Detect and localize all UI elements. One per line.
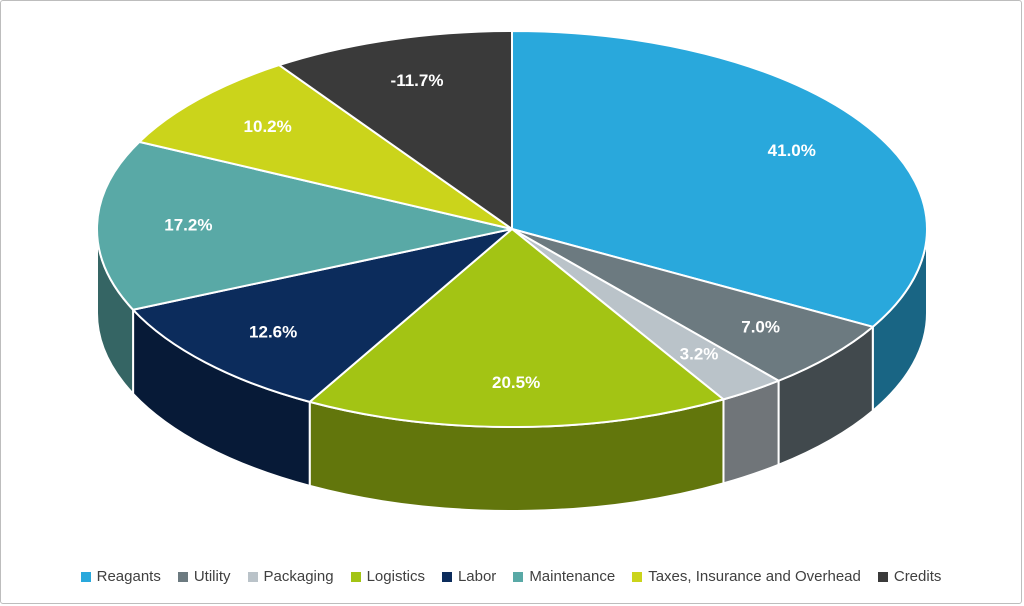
pie-slice-maintenance: [96, 140, 513, 311]
legend-item-reagants: Reagants: [80, 568, 161, 585]
pie-slice-credits: [278, 30, 513, 230]
legend-item-taxes-insurance-and-overhead: Taxes, Insurance and Overhead: [632, 568, 861, 585]
legend-item-labor: Labor: [441, 568, 497, 585]
legend-item-logistics: Logistics: [350, 568, 425, 585]
slice-percent-label-logistics: 20.5%: [492, 373, 540, 392]
slice-percent-label-utility: 7.0%: [741, 317, 780, 336]
legend-swatch-maintenance: [513, 571, 524, 582]
pie-slice-labor: [132, 228, 513, 403]
slice-percent-label-taxes-insurance-and-overhead: 10.2%: [244, 117, 292, 136]
legend-item-credits: Credits: [877, 568, 942, 585]
legend-item-packaging: Packaging: [247, 568, 334, 585]
legend-label-reagants: Reagants: [96, 568, 161, 585]
pie-slice-reagants: [511, 30, 928, 328]
legend-label-logistics: Logistics: [366, 568, 425, 585]
legend-swatch-labor: [441, 571, 452, 582]
legend-item-maintenance: Maintenance: [513, 568, 615, 585]
legend-label-taxes-insurance-and-overhead: Taxes, Insurance and Overhead: [648, 568, 861, 585]
legend-swatch-logistics: [350, 571, 361, 582]
slice-percent-label-credits: -11.7%: [391, 71, 444, 90]
pie-slice-taxes-insurance-and-overhead: [138, 64, 513, 230]
slice-percent-label-maintenance: 17.2%: [164, 216, 212, 235]
pie-slice-utility: [511, 228, 874, 382]
legend-swatch-reagants: [80, 571, 91, 582]
chart-legend: Reagants Utility Packaging Logistics Labor Ma…: [1, 568, 1021, 585]
legend-label-maintenance: Maintenance: [529, 568, 616, 585]
legend-label-utility: Utility: [193, 568, 231, 585]
legend-swatch-taxes-insurance-and-overhead: [632, 571, 643, 582]
legend-swatch-packaging: [247, 571, 258, 582]
legend-swatch-credits: [877, 571, 888, 582]
legend-label-packaging: Packaging: [263, 568, 334, 585]
legend-swatch-utility: [177, 571, 188, 582]
pie-slice-logistics: [308, 228, 725, 428]
slice-percent-label-packaging: 3.2%: [680, 345, 719, 364]
slice-percent-label-labor: 12.6%: [249, 323, 297, 342]
pie-chart-3d: 41.0% 7.0% 3.2% 20.5% 12.6% 17.2% 10.2% -11.7%: [96, 30, 928, 512]
legend-item-utility: Utility: [177, 568, 231, 585]
legend-label-credits: Credits: [893, 568, 942, 585]
legend-label-labor: Labor: [457, 568, 497, 585]
slice-percent-label-reagants: 41.0%: [768, 141, 816, 160]
